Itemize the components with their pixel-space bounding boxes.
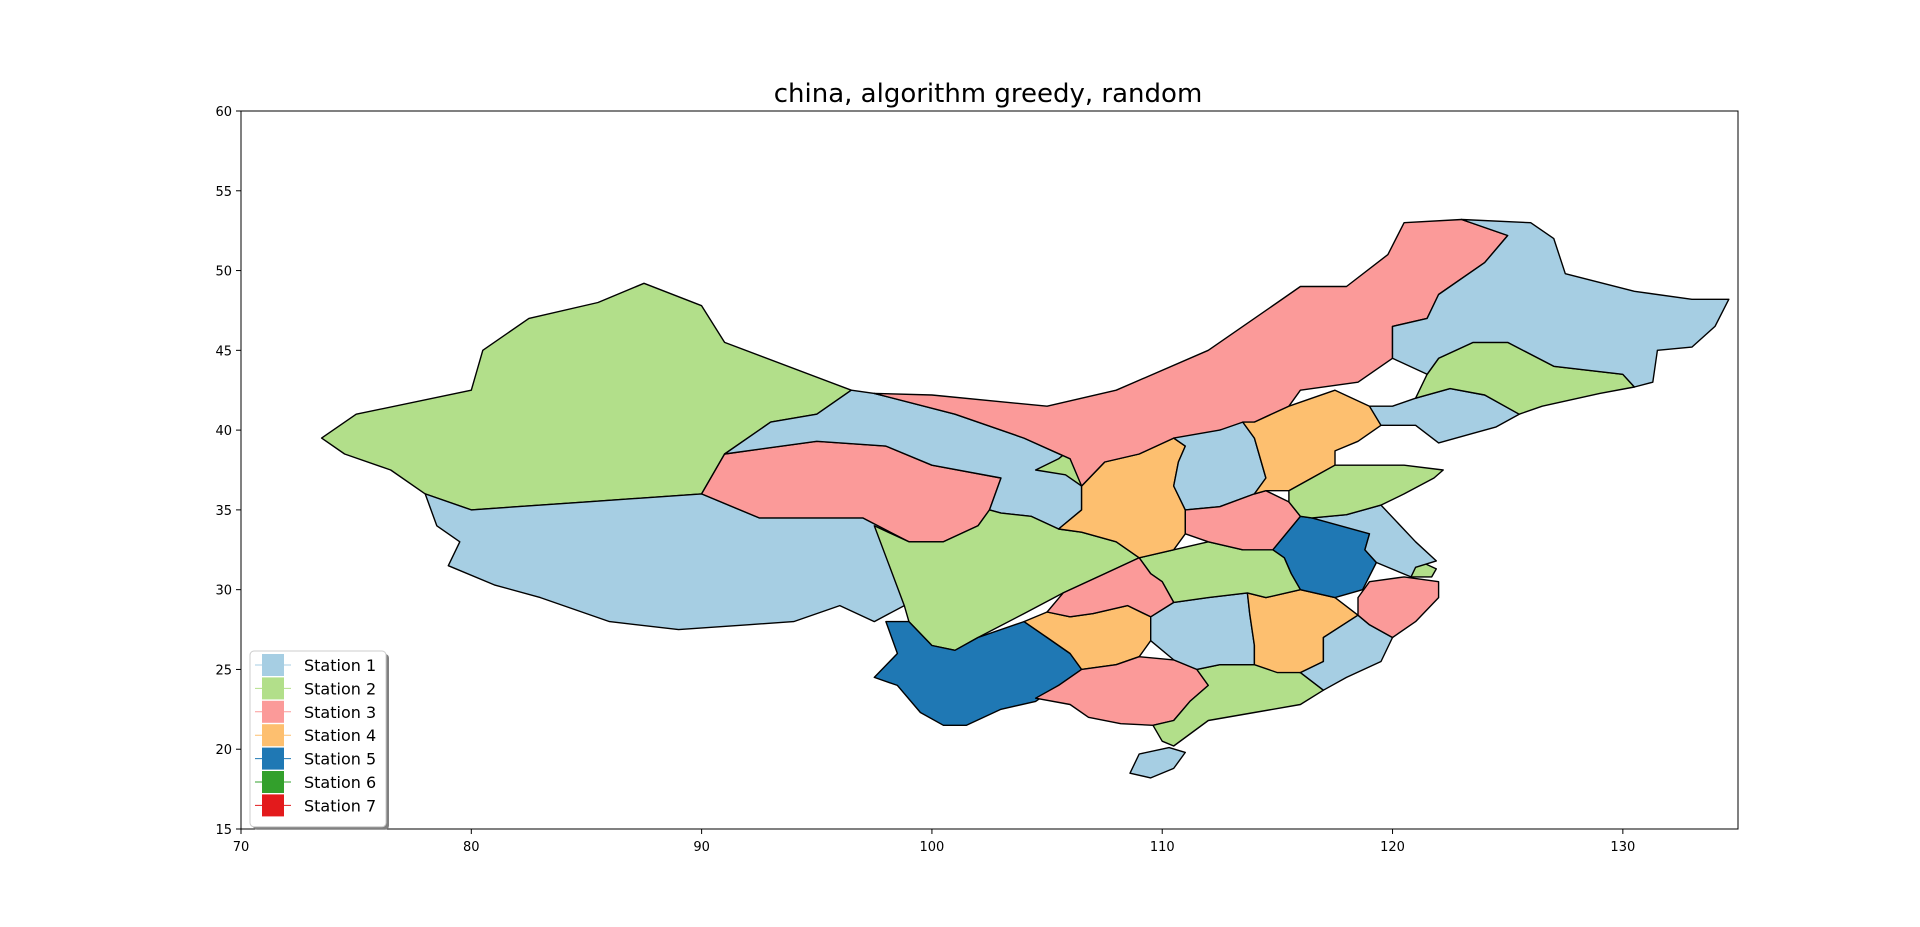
x-axis: 70 80 90 100 110 120 130 — [233, 829, 1635, 855]
legend-label-6: Station 6 — [304, 773, 376, 792]
x-tick-label: 130 — [1610, 840, 1635, 855]
legend-label-1: Station 1 — [304, 656, 376, 675]
region-26-station-1 — [1368, 387, 1520, 444]
axes-frame — [240, 110, 1739, 830]
y-tick-label: 35 — [215, 504, 232, 519]
x-tick-label: 70 — [233, 840, 250, 855]
y-tick-label: 30 — [215, 584, 232, 599]
legend-label-2: Station 2 — [304, 679, 376, 698]
y-tick-label: 15 — [215, 823, 232, 838]
legend-label-4: Station 4 — [304, 726, 376, 745]
x-tick-label: 100 — [920, 840, 945, 855]
y-tick-label: 20 — [215, 743, 232, 758]
region-13-station-3 — [1357, 576, 1440, 639]
region-28-station-1 — [1391, 218, 1730, 388]
y-axis: 15 20 25 30 35 40 45 50 55 60 — [215, 105, 241, 838]
region-25-station-2 — [1288, 464, 1444, 519]
legend: Station 1 Station 2 Station 3 Station 4 Stat… — [249, 650, 389, 830]
legend-swatch-4 — [262, 724, 284, 747]
regions-layer — [320, 218, 1730, 779]
chart-title: china, algorithm greedy, random — [774, 79, 1203, 109]
y-tick-label: 55 — [215, 185, 232, 200]
y-tick-label: 40 — [215, 424, 232, 439]
region-9-station-1 — [1129, 746, 1187, 779]
y-tick-label: 45 — [215, 344, 232, 359]
legend-swatch-3 — [262, 700, 284, 723]
region-18-station-3 — [1046, 557, 1175, 618]
legend-swatch-5 — [262, 747, 284, 770]
legend-swatch-2 — [262, 677, 284, 700]
legend-label-7: Station 7 — [304, 796, 376, 815]
x-tick-label: 90 — [693, 840, 710, 855]
legend-label-3: Station 3 — [304, 703, 376, 722]
y-tick-label: 60 — [215, 105, 232, 120]
legend-swatch-6 — [262, 771, 284, 793]
x-tick-label: 120 — [1380, 840, 1405, 855]
x-tick-label: 110 — [1150, 840, 1175, 855]
legend-label-5: Station 5 — [304, 750, 376, 769]
legend-swatch-7 — [262, 794, 284, 817]
x-tick-label: 80 — [463, 840, 480, 855]
y-tick-label: 50 — [215, 265, 232, 280]
legend-swatch-1 — [262, 654, 284, 676]
y-tick-label: 25 — [215, 663, 232, 678]
